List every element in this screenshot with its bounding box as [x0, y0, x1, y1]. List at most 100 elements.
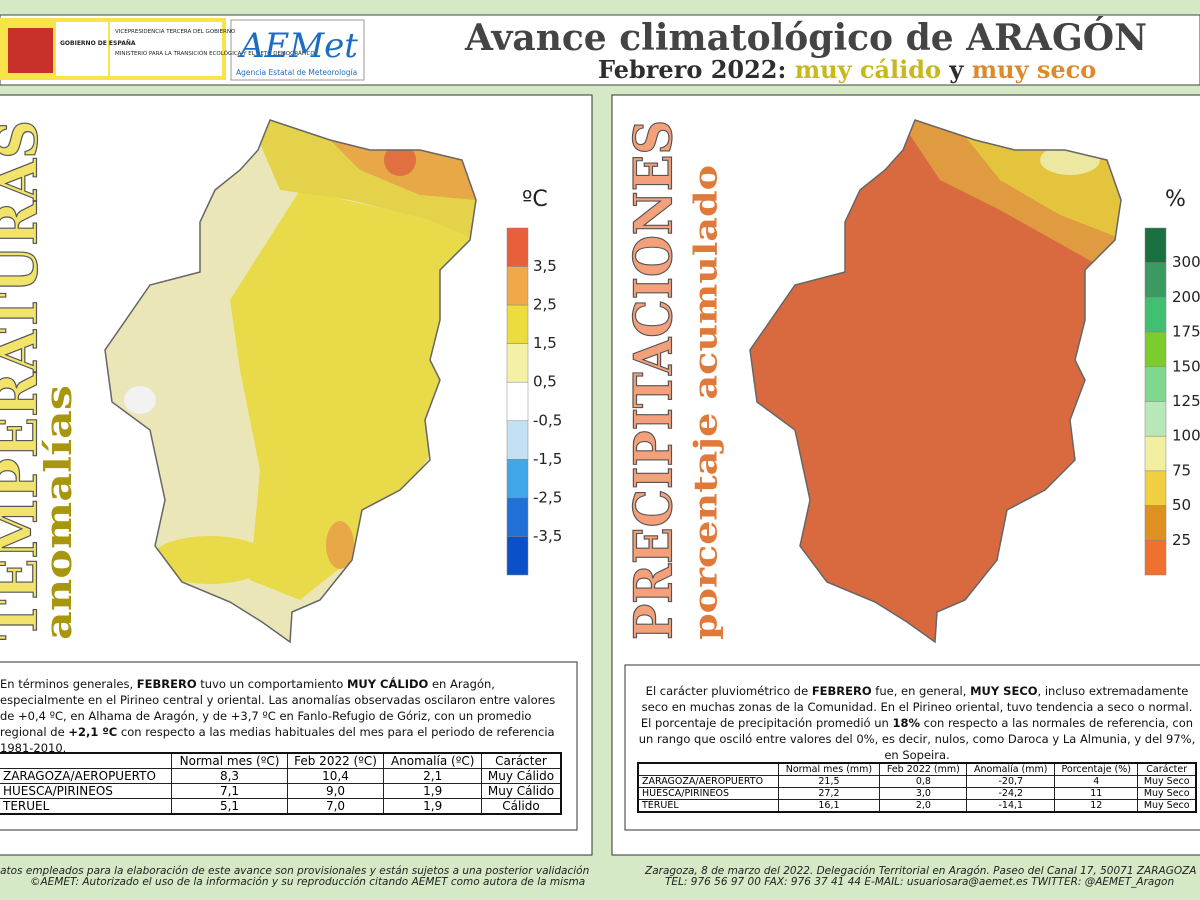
subtitle-part: muy cálido [795, 55, 941, 84]
table-cell: 2,0 [879, 799, 968, 813]
summary-text: MUY SECO [970, 684, 1038, 698]
table-cell: 16,1 [777, 799, 881, 813]
station-name: ZARAGOZA/AEROPUERTO [0, 768, 173, 784]
column-header: Porcentaje (%) [1054, 762, 1139, 776]
table-cell: Muy Cálido [480, 768, 562, 784]
column-header: Carácter [1137, 762, 1197, 776]
subtitle-part: y [948, 55, 964, 84]
legend-label: 75 [1172, 461, 1191, 479]
summary-text: FEBRERO [136, 677, 197, 691]
station-name: TERUEL [637, 799, 779, 813]
legend-label: -2,5 [533, 488, 562, 506]
table-row: ZARAGOZA/AEROPUERTO 8,3 10,4 2,1 Muy Cálido [0, 768, 562, 784]
panel-title: TEMPERATURAS [0, 120, 51, 640]
summary-text: en Aragón, especialmente en el Pirineo c… [0, 677, 556, 739]
legend-label: 150 [1172, 357, 1200, 375]
legend-swatch [506, 459, 529, 499]
legend-label: 0,5 [533, 373, 557, 391]
legend-label: 1,5 [533, 334, 557, 352]
legend-swatch [1144, 331, 1167, 368]
data-table: Normal mes (mm) Feb 2022 (mm) Anomalía (mm… [637, 762, 1197, 813]
column-header: Anomalía (mm) [966, 762, 1056, 776]
table-cell: -20,7 [966, 775, 1056, 788]
legend-swatch [1144, 505, 1167, 541]
legend-swatch [506, 381, 529, 422]
table-cell: 9,0 [286, 783, 385, 799]
legend-swatch [1144, 366, 1167, 402]
table-row: ZARAGOZA/AEROPUERTO 21,5 0,8 -20,7 4 Muy Seco [637, 775, 1197, 788]
legend-swatch [506, 227, 529, 267]
summary-text: FEBRERO [811, 684, 872, 698]
legend-unit: ºC [522, 187, 548, 212]
header-cell [0, 753, 172, 769]
legend-label: 2,5 [533, 296, 557, 314]
title: Avance climatológico de ARAGÓN [464, 17, 1147, 59]
table-cell: 27,2 [777, 787, 881, 800]
footer-contact: Zaragoza, 8 de marzo del 2022. Delegació… [645, 865, 1197, 877]
table-row: TERUEL 16,1 2,0 -14,1 12 Muy Seco [637, 799, 1197, 813]
aemet-name: Agencia Estatal de Meteorología [236, 68, 357, 77]
table-cell: Muy Cálido [480, 783, 562, 799]
legend-unit: % [1165, 187, 1186, 212]
subtitle-part: Febrero 2022: [598, 55, 786, 84]
summary-text: En términos generales, [0, 677, 137, 691]
summary-text: 18% [892, 716, 920, 730]
footer-note: ©AEMET: Autorizado el uso de la informac… [30, 876, 586, 888]
summary-text: fue, en general, [871, 684, 971, 698]
footer-contact: TEL: 976 56 97 00 FAX: 976 37 41 44 E-MA… [665, 876, 1175, 888]
table-cell: 2,1 [383, 768, 482, 784]
column-header: Feb 2022 (ºC) [286, 752, 385, 769]
subtitle-part: muy seco [972, 55, 1097, 84]
station-name: ZARAGOZA/AEROPUERTO [637, 775, 779, 788]
summary-text: +2,1 ºC [68, 725, 118, 739]
aemet-logo-text: AEMet [237, 26, 358, 66]
summary-text: El carácter pluviométrico de [645, 684, 812, 698]
aemet-logo [230, 19, 365, 81]
panel-subtitle: anomalías [38, 385, 80, 640]
table-cell: Muy Seco [1137, 799, 1197, 813]
column-header: Normal mes (mm) [777, 762, 881, 776]
summary-text: con respecto a las normales de referenci… [638, 716, 1196, 762]
header-row: Normal mes (ºC) Feb 2022 (ºC) Anomalía (ºC… [0, 752, 562, 769]
table-cell: 10,4 [286, 768, 385, 784]
legend-swatch [506, 497, 529, 537]
station-name: TERUEL [0, 798, 173, 815]
legend-label: 25 [1172, 531, 1191, 549]
summary-text: tuvo un comportamiento [196, 677, 347, 691]
legend-label: 100 [1172, 427, 1200, 445]
legend-label: 125 [1172, 392, 1200, 410]
gov-name-bg [56, 22, 108, 76]
legend-label: 50 [1172, 496, 1191, 514]
summary-text: MUY CÁLIDO [346, 677, 429, 691]
table-cell: -24,2 [966, 787, 1056, 800]
gov-name: GOBIERNO DE ESPAÑA [60, 40, 136, 47]
legend-label: 200 [1172, 288, 1200, 306]
table-cell: 4 [1054, 775, 1139, 788]
legend-swatch [1144, 401, 1167, 437]
table-cell: 0,8 [879, 775, 968, 788]
table-cell: -14,1 [966, 799, 1056, 813]
legend-label: -3,5 [533, 527, 562, 545]
legend-label: 175 [1172, 323, 1200, 341]
legend-swatch [1144, 435, 1167, 472]
legend-swatch [1144, 262, 1167, 298]
legend-swatch [1144, 540, 1167, 576]
table-cell: 12 [1054, 799, 1139, 813]
header-cell [638, 763, 779, 776]
table-cell: 11 [1054, 787, 1139, 800]
column-header: Feb 2022 (mm) [879, 762, 968, 776]
table-cell: Cálido [480, 798, 562, 815]
table-row: HUESCA/PIRINEOS 27,2 3,0 -24,2 11 Muy Seco [637, 787, 1197, 800]
column-header: Anomalía (ºC) [383, 752, 482, 769]
table-cell: Muy Seco [1137, 775, 1197, 788]
table-cell: 1,9 [383, 798, 482, 815]
gov-ministry: MINISTERIO PARA LA TRANSICIÓN ECOLÓGICA … [115, 50, 315, 57]
gov-vicepresidency: VICEPRESIDENCIA TERCERA DEL GOBIERNO [115, 29, 236, 35]
table-cell: 7,0 [286, 798, 385, 815]
legend-swatch [506, 420, 529, 460]
legend-swatch [506, 343, 529, 383]
coat-of-arms [8, 28, 53, 73]
station-name: HUESCA/PIRINEOS [0, 783, 173, 799]
